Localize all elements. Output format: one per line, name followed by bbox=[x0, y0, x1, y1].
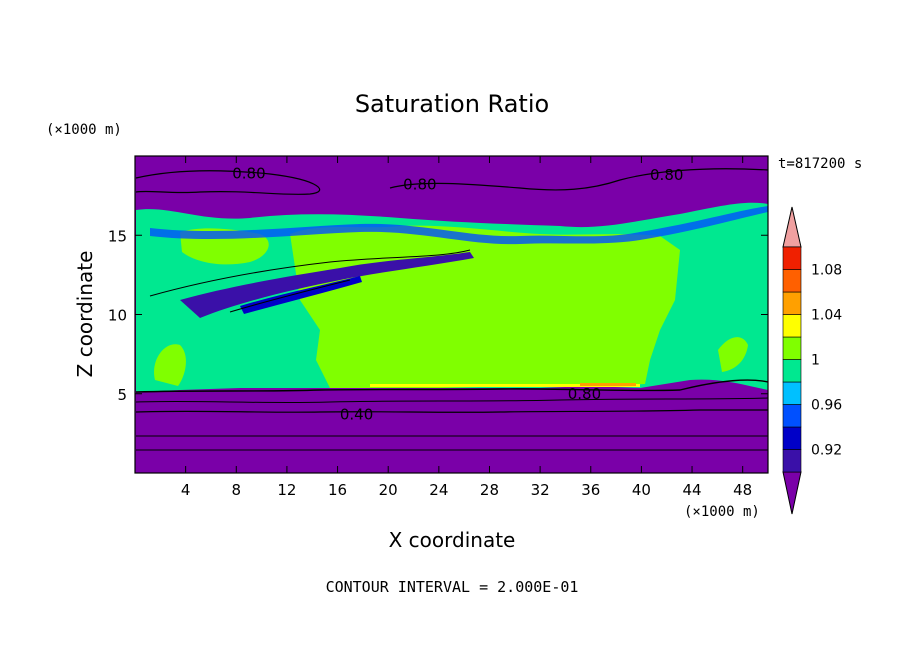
x-tick-label: 20 bbox=[379, 481, 398, 499]
colorbar-swatch bbox=[782, 269, 802, 293]
contour-line bbox=[135, 397, 769, 404]
x-axis-label: X coordinate bbox=[389, 528, 516, 552]
x-tick-label: 4 bbox=[181, 481, 191, 499]
base-strip-orange bbox=[580, 383, 636, 386]
colorbar-swatch bbox=[782, 314, 802, 338]
colorbar-label: 0.96 bbox=[811, 398, 842, 414]
contour-label: 0.40 bbox=[340, 405, 373, 423]
contour-line bbox=[135, 170, 321, 195]
contour-line bbox=[149, 249, 471, 297]
colorbar-top-arrow bbox=[782, 206, 802, 248]
x-tick-label: 8 bbox=[232, 481, 242, 499]
colorbar-label: 1.04 bbox=[811, 308, 842, 324]
x-tick-label: 12 bbox=[277, 481, 296, 499]
contour-line bbox=[135, 409, 768, 413]
right-patch bbox=[718, 337, 748, 372]
dry-tongue bbox=[180, 252, 474, 318]
colorbar-swatch bbox=[782, 381, 802, 405]
x-tick-label: 24 bbox=[429, 481, 448, 499]
colorbar-bottom-arrow bbox=[782, 471, 802, 515]
x-tick-label: 36 bbox=[581, 481, 600, 499]
y-tick-label: 5 bbox=[117, 386, 127, 404]
y-unit-label: (×1000 m) bbox=[46, 122, 122, 138]
colorbar-swatch bbox=[782, 359, 802, 383]
colorbar-label: 0.92 bbox=[811, 443, 842, 459]
x-tick-label: 32 bbox=[531, 481, 550, 499]
colorbar-label: 1.08 bbox=[811, 263, 842, 279]
x-unit-label: (×1000 m) bbox=[684, 504, 760, 520]
colorbar: 0.92 0.96 1 1.04 1.08 bbox=[782, 206, 842, 515]
contour-line bbox=[389, 168, 769, 191]
left-lower-patch bbox=[154, 344, 186, 386]
colorbar-label: 1 bbox=[811, 353, 820, 369]
dry-tongue-dark bbox=[240, 276, 362, 314]
chart-title: Saturation Ratio bbox=[355, 90, 549, 118]
y-tick-label: 15 bbox=[108, 227, 127, 245]
x-tick-label: 28 bbox=[480, 481, 499, 499]
colorbar-swatch bbox=[782, 426, 802, 450]
upper-edge-streak bbox=[150, 206, 768, 245]
colorbar-swatch bbox=[782, 336, 802, 360]
contour-label: 0.80 bbox=[568, 385, 601, 403]
y-axis-label: Z coordinate bbox=[73, 251, 97, 378]
contour-label: 0.80 bbox=[232, 164, 265, 182]
contour-line bbox=[229, 279, 351, 313]
y-tick-label: 10 bbox=[108, 307, 127, 325]
x-tick-label: 40 bbox=[632, 481, 651, 499]
y-axis: 5 10 15 bbox=[108, 227, 768, 404]
contour-label: 0.80 bbox=[650, 166, 683, 184]
contour-line bbox=[135, 379, 769, 393]
colorbar-swatch bbox=[782, 291, 802, 315]
x-axis: 4 8 12 16 20 24 28 32 36 40 44 48 bbox=[181, 156, 752, 499]
x-tick-label: 44 bbox=[682, 481, 701, 499]
colorbar-swatch bbox=[782, 404, 802, 428]
contour-labels: 0.80 0.80 0.80 0.80 0.40 bbox=[232, 164, 683, 423]
contour-label: 0.80 bbox=[403, 176, 436, 194]
core-region bbox=[290, 225, 680, 388]
contour-interval-note: CONTOUR INTERVAL = 2.000E-01 bbox=[326, 578, 579, 596]
plot-area bbox=[134, 155, 769, 474]
colorbar-swatch bbox=[782, 449, 802, 473]
colorbar-swatch bbox=[782, 246, 802, 270]
base-strip bbox=[370, 384, 640, 387]
x-tick-label: 16 bbox=[328, 481, 347, 499]
x-tick-label: 48 bbox=[733, 481, 752, 499]
time-label: t=817200 s bbox=[778, 156, 862, 172]
